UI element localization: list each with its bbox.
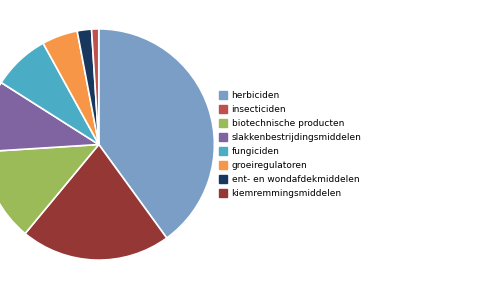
Wedge shape: [77, 29, 99, 144]
Wedge shape: [99, 29, 214, 238]
Wedge shape: [1, 43, 99, 144]
Legend: herbiciden, insecticiden, biotechnische producten, slakkenbestrijdingsmiddelen, : herbiciden, insecticiden, biotechnische …: [219, 91, 362, 198]
Wedge shape: [0, 144, 99, 234]
Wedge shape: [25, 144, 167, 260]
Wedge shape: [91, 29, 99, 144]
Wedge shape: [43, 31, 99, 144]
Wedge shape: [0, 83, 99, 152]
